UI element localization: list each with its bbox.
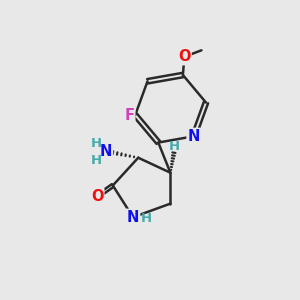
- Text: H: H: [140, 212, 152, 225]
- Text: H: H: [91, 137, 102, 150]
- Text: N: N: [100, 144, 112, 159]
- Text: H: H: [91, 154, 102, 166]
- Text: N: N: [127, 210, 139, 225]
- Text: O: O: [178, 49, 190, 64]
- Text: H: H: [169, 140, 180, 153]
- Text: O: O: [91, 189, 103, 204]
- Text: F: F: [124, 107, 134, 122]
- Text: N: N: [188, 129, 200, 144]
